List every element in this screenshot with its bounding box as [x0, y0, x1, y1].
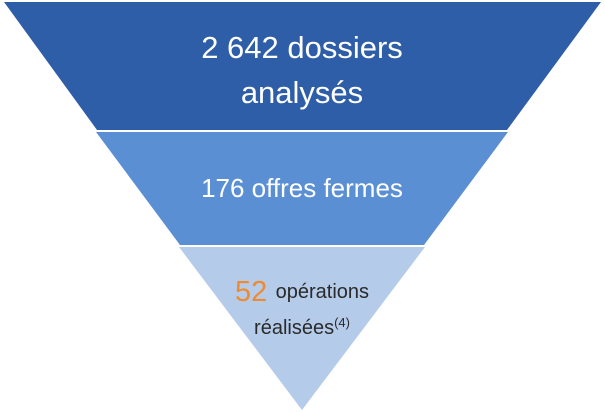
funnel-level-2: [96, 132, 508, 245]
level-3-line-1: 52 opérations: [235, 276, 369, 308]
level-3-text: opérations: [276, 281, 369, 303]
level-2-label: 176 offres fermes: [201, 173, 403, 203]
funnel-level-1: [4, 2, 601, 130]
level-1-line-2: analysés: [241, 75, 363, 110]
level-3-number: 52: [235, 276, 267, 308]
level-3-note: (4): [334, 315, 350, 330]
level-1-line-1: 2 642 dossiers: [201, 30, 403, 65]
level-3-line2: réalisées: [254, 317, 334, 339]
funnel-level-3: [179, 247, 425, 410]
level-3-line-2: réalisées(4): [254, 315, 350, 339]
